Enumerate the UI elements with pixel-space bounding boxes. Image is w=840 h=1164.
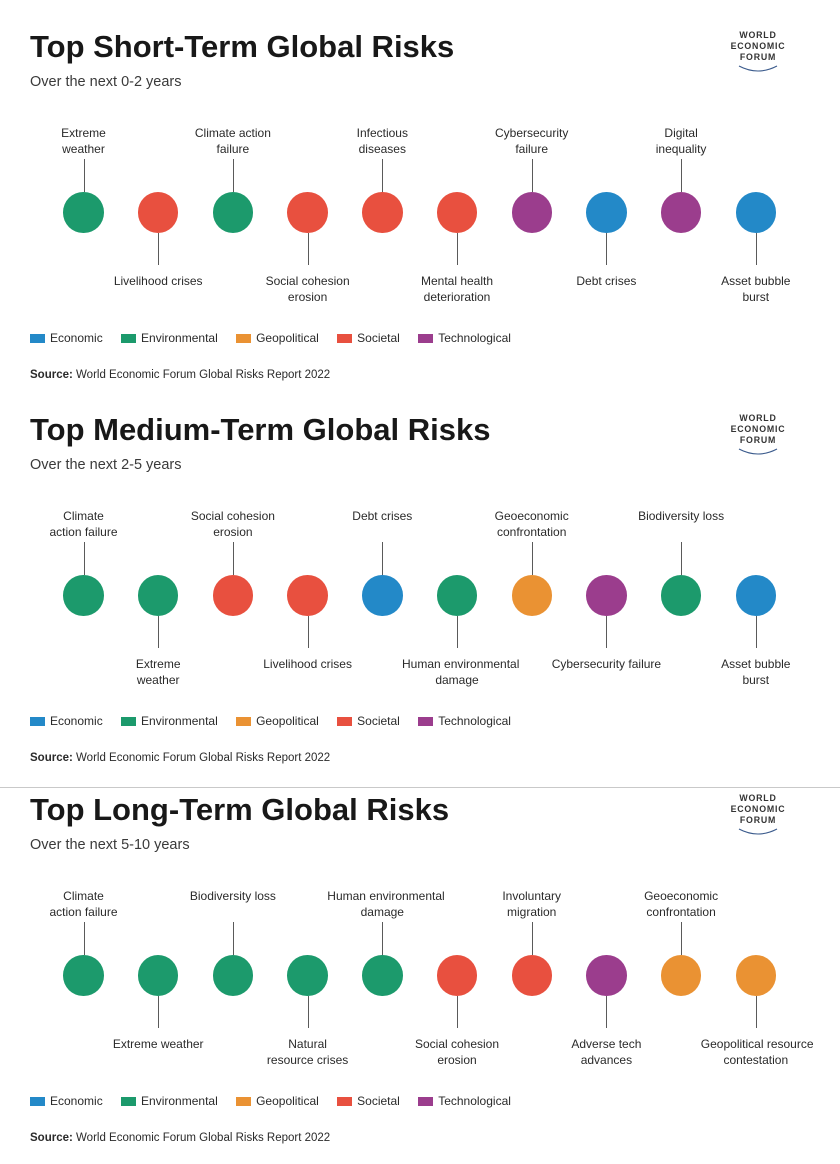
svg-text:WORLD: WORLD [739,793,776,803]
svg-text:ECONOMIC: ECONOMIC [731,424,786,434]
svg-text:FORUM: FORUM [740,52,776,62]
svg-text:ECONOMIC: ECONOMIC [731,804,786,814]
svg-text:WORLD: WORLD [739,413,776,423]
svg-text:FORUM: FORUM [740,435,776,445]
svg-text:WORLD: WORLD [739,30,776,40]
svg-text:ECONOMIC: ECONOMIC [731,41,786,51]
svg-text:FORUM: FORUM [740,815,776,825]
